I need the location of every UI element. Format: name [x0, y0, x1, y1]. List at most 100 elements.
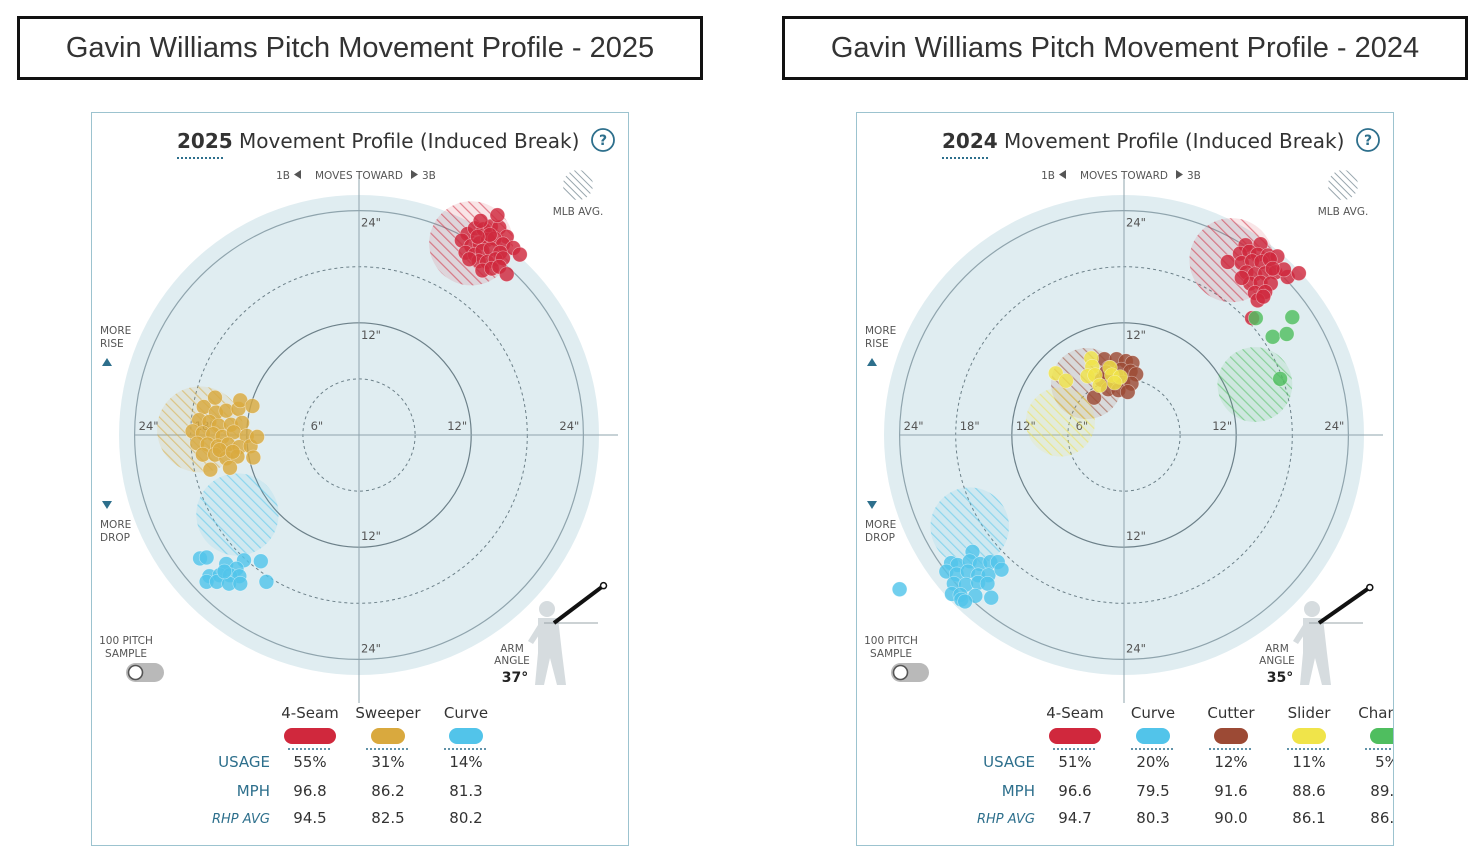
change-mph: 89.2: [1370, 782, 1393, 800]
ring-label: 24": [1126, 216, 1146, 230]
ring-label: 24": [904, 419, 924, 433]
ring-label: 6": [311, 419, 324, 433]
arm-angle-value: 37°: [502, 670, 528, 686]
4-seam-point: [1234, 270, 1250, 286]
4-seam-point: [1264, 260, 1281, 277]
4-seam-point: [461, 251, 478, 267]
slider-rhp-avg: 86.1: [1292, 809, 1325, 827]
toggle-knob: [127, 664, 144, 681]
ring-label: 24": [139, 419, 159, 433]
4-seam-legend-label: 4-Seam: [1046, 704, 1104, 722]
more-rise-label-2: RISE: [100, 338, 124, 350]
curve-point: [957, 593, 973, 610]
curve-point: [979, 575, 996, 592]
slider-legend-label: Slider: [1288, 704, 1332, 722]
mlb-avg-label: MLB AVG.: [1318, 206, 1369, 218]
slider-legend-swatch: [1292, 728, 1326, 744]
4-seam-legend-swatch: [1049, 728, 1101, 744]
arrow-right-icon: [411, 170, 418, 179]
sample-toggle[interactable]: [126, 663, 164, 682]
mlb-avg-swatch: [563, 170, 593, 200]
arrow-up-icon: [867, 358, 877, 366]
arrow-left-icon: [1059, 170, 1066, 179]
ring-label: 12": [361, 328, 381, 342]
change-rhp-avg: 86.1: [1370, 809, 1393, 827]
sweeper-point: [202, 461, 219, 478]
slider-point: [1091, 377, 1108, 394]
curve-point: [983, 589, 999, 606]
movement-profile-card-2024: 24"12"12"24"24"18"12"6"12"24"2024 Moveme…: [856, 112, 1394, 846]
ring-label: 24": [1324, 419, 1344, 433]
ring-label: 12": [1126, 529, 1146, 543]
pitcher-glove-arm: [528, 625, 543, 644]
arm-angle-ball: [599, 581, 608, 590]
ring-label: 12": [1126, 328, 1146, 342]
sweeper-point: [207, 389, 223, 406]
chart-title-text: Movement Profile (Induced Break): [233, 129, 580, 153]
pitcher-silhouette-icon: [1293, 601, 1331, 685]
sample-label-1: 100 PITCH: [99, 635, 153, 647]
arrow-up-icon: [102, 358, 112, 366]
chart-header-2024: Gavin Williams Pitch Movement Profile - …: [782, 16, 1468, 80]
4-seam-point: [1220, 254, 1236, 270]
curve-legend-label: Curve: [1131, 704, 1175, 722]
sample-label-1: 100 PITCH: [864, 635, 918, 647]
slider-point: [1058, 373, 1074, 389]
cutter-legend-swatch: [1214, 728, 1248, 744]
curve-point: [253, 553, 269, 569]
help-icon-glyph: ?: [1364, 133, 1372, 149]
ring-label: 24": [559, 419, 579, 433]
chart-title-year: 2025: [177, 129, 233, 153]
change-legend-label: Change: [1358, 704, 1393, 722]
sweeper-point: [225, 444, 241, 460]
sample-toggle[interactable]: [891, 663, 929, 682]
mlb-avg-swatch: [1328, 170, 1358, 200]
table-row-label: RHP AVG: [977, 812, 1035, 827]
chart-header-2025: Gavin Williams Pitch Movement Profile - …: [17, 16, 703, 80]
more-drop-label-1: MORE: [100, 519, 131, 531]
sweeper-legend-swatch: [371, 728, 405, 744]
chart-header-title: Gavin Williams Pitch Movement Profile - …: [65, 31, 655, 64]
direction-left-label: 1B: [1041, 170, 1055, 182]
chart-header-title: Gavin Williams Pitch Movement Profile - …: [830, 31, 1420, 64]
help-icon: [1356, 128, 1380, 152]
slider-mlb-avg-region: [1025, 387, 1096, 457]
sweeper-point: [244, 398, 261, 414]
mlb-avg-label: MLB AVG.: [553, 206, 604, 218]
curve-point: [232, 575, 248, 592]
ring-label: 24": [1126, 641, 1146, 655]
more-rise-label-1: MORE: [865, 325, 896, 337]
table-row-label: MPH: [1002, 782, 1035, 800]
change-point: [1284, 309, 1300, 325]
cutter-legend-label: Cutter: [1207, 704, 1255, 722]
4-seam-mph: 96.6: [1058, 782, 1091, 800]
pitcher-body: [535, 618, 566, 685]
more-drop-label-1: MORE: [865, 519, 896, 531]
4-seam-point: [1255, 288, 1272, 305]
direction-middle-label: MOVES TOWARD: [315, 170, 403, 182]
table-row-label: USAGE: [983, 753, 1035, 771]
change-usage: 5%: [1375, 753, 1393, 771]
arrow-down-icon: [867, 501, 877, 509]
change-point: [1248, 310, 1264, 326]
curve-legend-label: Curve: [444, 704, 488, 722]
arrow-left-icon: [294, 170, 301, 179]
pitcher-head: [539, 601, 555, 617]
curve-usage: 14%: [449, 753, 482, 771]
4-seam-rhp-avg: 94.7: [1058, 809, 1091, 827]
pitcher-head: [1304, 601, 1320, 617]
change-legend-swatch: [1370, 728, 1393, 744]
more-drop-label-2: DROP: [865, 532, 895, 544]
chart-title: 2024 Movement Profile (Induced Break): [942, 129, 1344, 153]
slider-mph: 88.6: [1292, 782, 1325, 800]
direction-left-label: 1B: [276, 170, 290, 182]
table-row-label: USAGE: [218, 753, 270, 771]
4-seam-point: [499, 266, 515, 282]
toggle-knob: [892, 664, 909, 681]
curve-usage: 20%: [1136, 753, 1169, 771]
arrow-down-icon: [102, 501, 112, 509]
curve-rhp-avg: 80.3: [1136, 809, 1169, 827]
direction-right-label: 3B: [422, 170, 436, 182]
sweeper-mph: 86.2: [371, 782, 404, 800]
arm-angle-label-2: ANGLE: [1259, 655, 1295, 667]
